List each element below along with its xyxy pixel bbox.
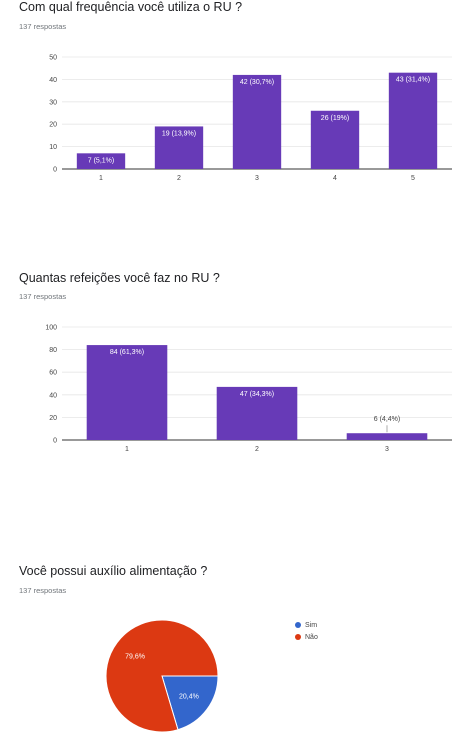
q2-data-label-1: 84 (61,3%) bbox=[110, 349, 144, 356]
q1-data-label-2: 19 (13,9%) bbox=[162, 130, 196, 137]
q1-xtick-label-1: 1 bbox=[99, 175, 103, 182]
q2-data-label-2: 47 (34,3%) bbox=[240, 391, 274, 398]
legend-swatch-nao bbox=[295, 634, 301, 640]
question-1-title: Com qual frequência você utiliza o RU ? bbox=[19, 0, 243, 14]
q1-ytick-label-20: 20 bbox=[49, 122, 57, 129]
question-2-response-count: 137 respostas bbox=[19, 292, 67, 301]
pie-legend: Sim Não bbox=[295, 619, 318, 643]
q1-data-label-5: 43 (31,4%) bbox=[396, 77, 430, 84]
q2-ytick-label-20: 20 bbox=[49, 415, 57, 422]
question-2-title: Quantas refeições você faz no RU ? bbox=[19, 271, 220, 285]
q1-xtick-label-5: 5 bbox=[411, 175, 415, 182]
q2-ytick-label-100: 100 bbox=[45, 325, 57, 332]
q1-data-label-4: 26 (19%) bbox=[321, 115, 349, 122]
q1-ytick-label-50: 50 bbox=[49, 55, 57, 62]
q1-data-label-1: 7 (5,1%) bbox=[88, 157, 114, 164]
q2-data-label-3: 6 (4,4%) bbox=[374, 416, 400, 423]
legend-swatch-sim bbox=[295, 622, 301, 628]
frequency-bar-chart: 0 10 20 30 40 50 1 7 (5,1%) 2 19 (13,9%) 3 42 (30,7… bbox=[49, 55, 452, 182]
q1-xtick-label-3: 3 bbox=[255, 175, 259, 182]
pie-slice-nao bbox=[105, 619, 219, 733]
q2-bar-3 bbox=[346, 433, 428, 440]
legend-item-sim: Sim bbox=[295, 619, 318, 631]
q1-data-label-3: 42 (30,7%) bbox=[240, 79, 274, 86]
pie-label-nao: 79,6% bbox=[125, 653, 145, 660]
meals-bar-chart: 0 20 40 60 80 100 1 84 (61,3%) 2 47 (34,3%) 3 6 (4,… bbox=[45, 325, 452, 453]
q1-ytick-label-30: 30 bbox=[49, 99, 57, 106]
q1-ytick-label-0: 0 bbox=[53, 167, 57, 174]
legend-label-nao: Não bbox=[305, 633, 318, 641]
q2-ytick-label-60: 60 bbox=[49, 370, 57, 377]
q2-xtick-label-3: 3 bbox=[385, 446, 389, 453]
q2-ytick-label-80: 80 bbox=[49, 347, 57, 354]
q1-bar-1 bbox=[76, 153, 126, 169]
q2-ytick-label-0: 0 bbox=[53, 438, 57, 445]
pie-slice-sim bbox=[161, 675, 219, 731]
q1-bar-2 bbox=[154, 126, 204, 169]
q2-xtick-label-2: 2 bbox=[255, 446, 259, 453]
question-1-response-count: 137 respostas bbox=[19, 22, 67, 31]
q1-xtick-label-4: 4 bbox=[333, 175, 337, 182]
q1-ytick-label-40: 40 bbox=[49, 77, 57, 84]
q1-ytick-label-10: 10 bbox=[49, 144, 57, 151]
q2-bar-1 bbox=[86, 345, 168, 440]
q2-xtick-label-1: 1 bbox=[125, 446, 129, 453]
legend-label-sim: Sim bbox=[305, 621, 318, 629]
question-3-response-count: 137 respostas bbox=[19, 586, 67, 595]
q1-bar-3 bbox=[232, 74, 282, 169]
question-3-title: Você possui auxílio alimentação ? bbox=[19, 564, 208, 578]
q1-xtick-label-2: 2 bbox=[177, 175, 181, 182]
q1-bar-5 bbox=[388, 72, 438, 169]
q2-ytick-label-40: 40 bbox=[49, 392, 57, 399]
legend-item-nao: Não bbox=[295, 631, 318, 643]
pie-label-sim: 20,4% bbox=[179, 694, 199, 701]
q1-bar-4 bbox=[310, 110, 360, 169]
q2-bar-2 bbox=[216, 386, 298, 440]
